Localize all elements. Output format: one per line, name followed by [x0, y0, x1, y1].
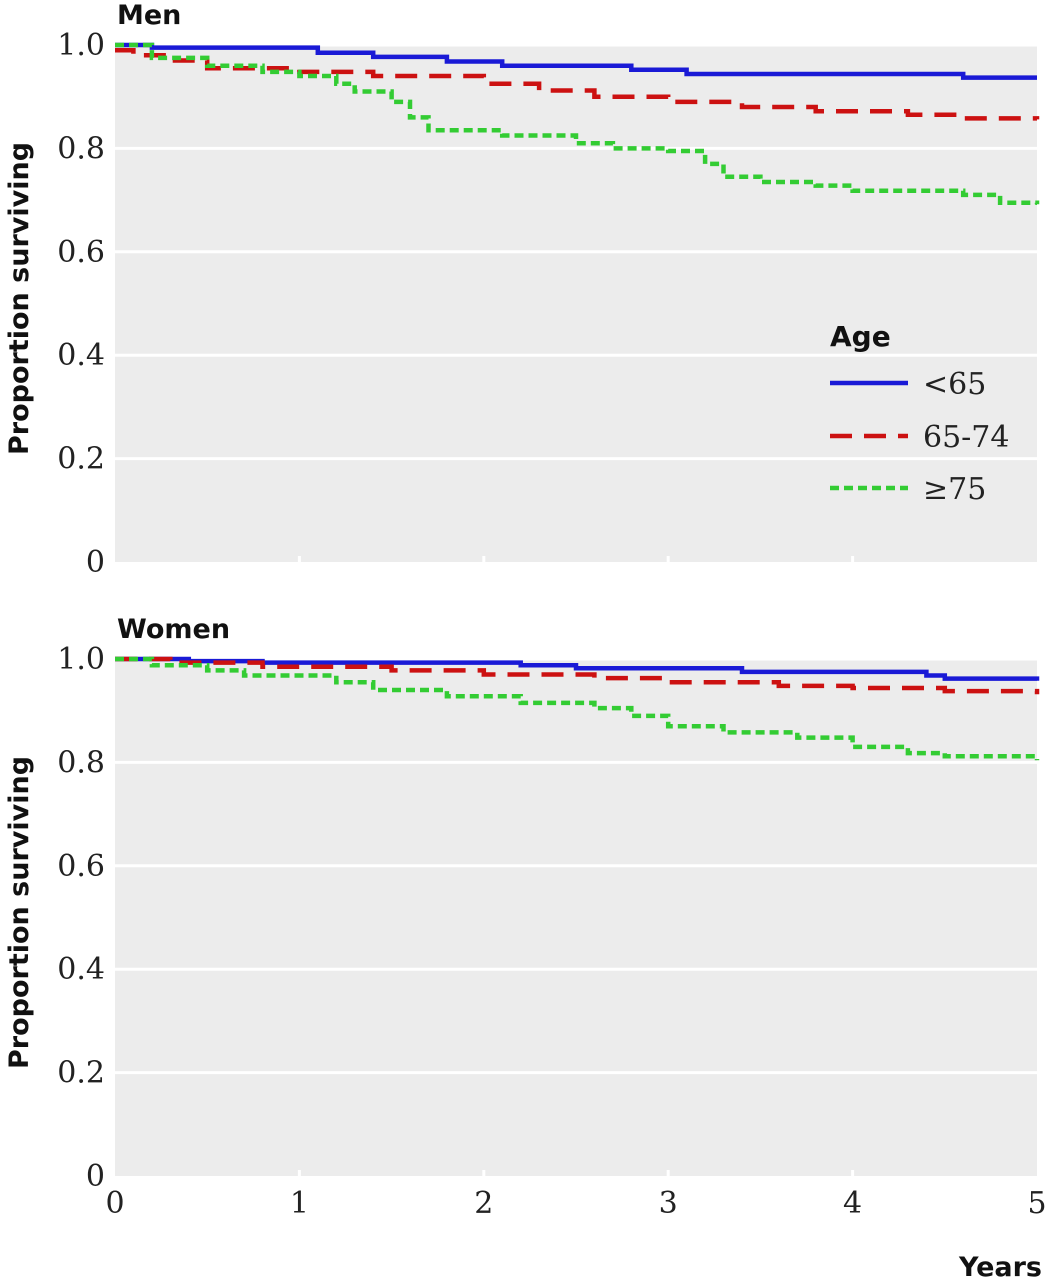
plot-area [115, 45, 1037, 562]
series-line-women-2 [115, 656, 1040, 761]
series-line-women-1 [115, 656, 1040, 695]
series-line-women-0 [115, 656, 1040, 681]
y-tick-label: 0.8 [57, 745, 105, 780]
y-tick-label: 0.6 [57, 849, 105, 884]
y-tick-label: 0.2 [57, 442, 105, 477]
legend-label: <65 [923, 367, 986, 402]
y-tick-label: 0.2 [57, 1056, 105, 1091]
panel-men: 0 0.2 0.4 0.6 0.8 1.0 Men Proportion surviving A… [4, 0, 1040, 580]
legend-label: 65-74 [923, 420, 1009, 455]
panel-title: Women [117, 614, 230, 645]
x-tick-label: 2 [474, 1186, 493, 1221]
panel-women: 0 0.2 0.4 0.6 0.8 1.0 0 1 2 3 4 5 Women Proportion su… [4, 614, 1045, 1280]
y-axis-label: Proportion surviving [4, 756, 35, 1069]
legend: Age <65 65-74 ≥75 [830, 320, 1009, 507]
series-line-men-0 [115, 42, 1037, 80]
y-tick-label: 0.6 [57, 235, 105, 270]
x-axis-label: Years [958, 1252, 1042, 1280]
y-tick-label: 0 [86, 1159, 105, 1194]
x-tick-label: 5 [1027, 1186, 1045, 1221]
y-tick-label: 0.8 [57, 131, 105, 166]
y-tick-label: 0 [86, 545, 105, 580]
series-line-men-1 [115, 47, 1040, 121]
x-tick-label: 1 [290, 1186, 309, 1221]
x-tick-label: 4 [843, 1186, 862, 1221]
y-tick-label: 1.0 [57, 28, 105, 63]
x-tick-label: 3 [659, 1186, 678, 1221]
panel-title: Men [117, 0, 181, 31]
y-tick-label: 1.0 [57, 642, 105, 677]
legend-title: Age [830, 320, 891, 353]
legend-label: ≥75 [923, 472, 986, 507]
y-tick-label: 0.4 [57, 338, 105, 373]
y-tick-label: 0.4 [57, 952, 105, 987]
plot-area [115, 659, 1037, 1176]
x-tick-label: 0 [105, 1186, 124, 1221]
y-axis-label: Proportion surviving [4, 142, 35, 455]
series-line-men-2 [115, 42, 1040, 205]
